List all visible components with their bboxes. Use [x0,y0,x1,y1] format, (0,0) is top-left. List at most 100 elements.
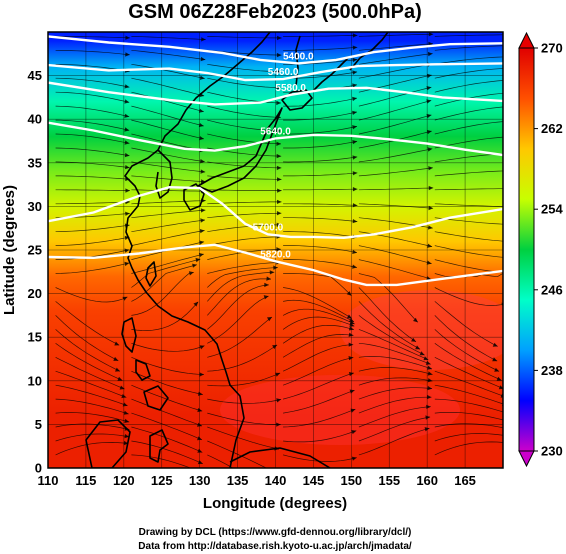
streamline-arrowhead [352,187,358,192]
streamline-arrowhead [504,78,509,82]
streamline-arrowhead [352,140,358,145]
height-contour [48,243,503,287]
streamline [131,209,206,219]
x-tick-label: 130 [189,473,211,488]
streamline-arrowhead [123,410,129,415]
streamline [131,161,206,173]
streamline [358,301,421,350]
streamline-arrowhead [348,356,354,361]
streamline-arrowhead [427,147,433,152]
colorbar-body [518,47,535,452]
streamline-arrowhead [276,69,282,74]
streamline [55,175,130,180]
streamline [283,156,358,163]
streamline [55,105,130,118]
streamline [131,230,205,246]
streamline-arrowhead [351,456,357,461]
streamline [434,121,503,135]
streamline-arrowhead [504,222,509,226]
streamline [207,77,282,89]
streamline [131,454,192,468]
streamline [283,217,358,222]
streamline [131,426,203,453]
streamline [207,426,280,450]
x-tick-label: 165 [454,473,476,488]
streamline-arrowhead [125,52,130,57]
streamline-arrowhead [124,127,130,132]
streamline-arrowhead [277,188,282,193]
streamline [358,416,431,442]
streamline [131,147,205,163]
streamline [358,86,432,107]
y-axis-label: Latitude (degrees) [1,185,18,315]
streamline-arrowhead [115,367,120,372]
streamline-arrowhead [419,351,425,356]
streamline [207,63,282,73]
colorbar-ticks: 230 238 246 254 262 270 [534,41,563,459]
streamline [207,372,281,387]
height-contour [48,185,503,240]
streamline [55,189,130,191]
streamline-arrowhead [505,204,510,208]
streamline-arrowhead [277,35,282,41]
streamline-arrowhead [117,376,123,381]
streamline [434,106,503,121]
streamline-arrowhead [272,344,278,350]
streamline [131,412,203,441]
streamline [207,36,282,39]
streamline [207,284,269,330]
streamline-arrowhead [188,271,194,276]
streamline-arrowhead [415,345,421,350]
streamline-arrowhead [348,342,354,347]
streamline-arrowhead [200,169,206,174]
streamline-arrowhead [114,341,120,346]
streamline-arrowhead [505,187,510,191]
streamline [55,36,130,39]
streamline-arrowhead [197,460,203,465]
streamline [55,398,129,415]
wind-streamlines [55,32,510,468]
streamline-arrowhead [504,55,509,59]
coastline-borneo [85,419,131,468]
streamline-arrowhead [124,248,130,253]
streamline [358,396,432,414]
streamline [434,56,503,65]
streamline-arrowhead [119,385,125,390]
streamline [55,329,121,372]
streamline [434,92,503,107]
streamline-arrowhead [504,44,509,48]
streamline [358,356,433,370]
streamline [283,35,358,37]
streamline [358,387,433,400]
streamline [55,287,128,303]
streamline-arrowhead [428,32,434,37]
streamline-arrowhead [277,199,282,204]
streamline [55,236,130,246]
streamline-arrowhead [494,367,500,372]
streamline [358,100,432,121]
y-tick-label: 45 [28,68,42,83]
streamline-arrowhead [267,317,272,322]
streamline [207,344,278,372]
streamline-arrowhead [426,394,432,400]
coastline-japan-kyushu [183,183,205,211]
streamline [131,91,204,113]
streamline-arrowhead [124,261,130,267]
y-tick-label: 30 [28,199,42,214]
streamline [434,329,500,372]
streamline [434,411,503,421]
colorbar-tick-label: 254 [541,202,563,217]
streamline [131,36,206,40]
streamline-arrowhead [504,255,509,259]
coastline-sulawesi [149,429,169,463]
colorbar-tick-label: 270 [541,41,563,56]
streamline-arrowhead [199,372,204,377]
streamline [358,427,430,456]
x-tick-label: 155 [378,473,400,488]
streamline [434,433,503,442]
streamline-arrowhead [498,385,503,390]
streamline [434,34,503,37]
streamline [434,136,503,149]
streamline-arrowhead [201,37,206,42]
streamline-arrowhead [348,332,354,337]
